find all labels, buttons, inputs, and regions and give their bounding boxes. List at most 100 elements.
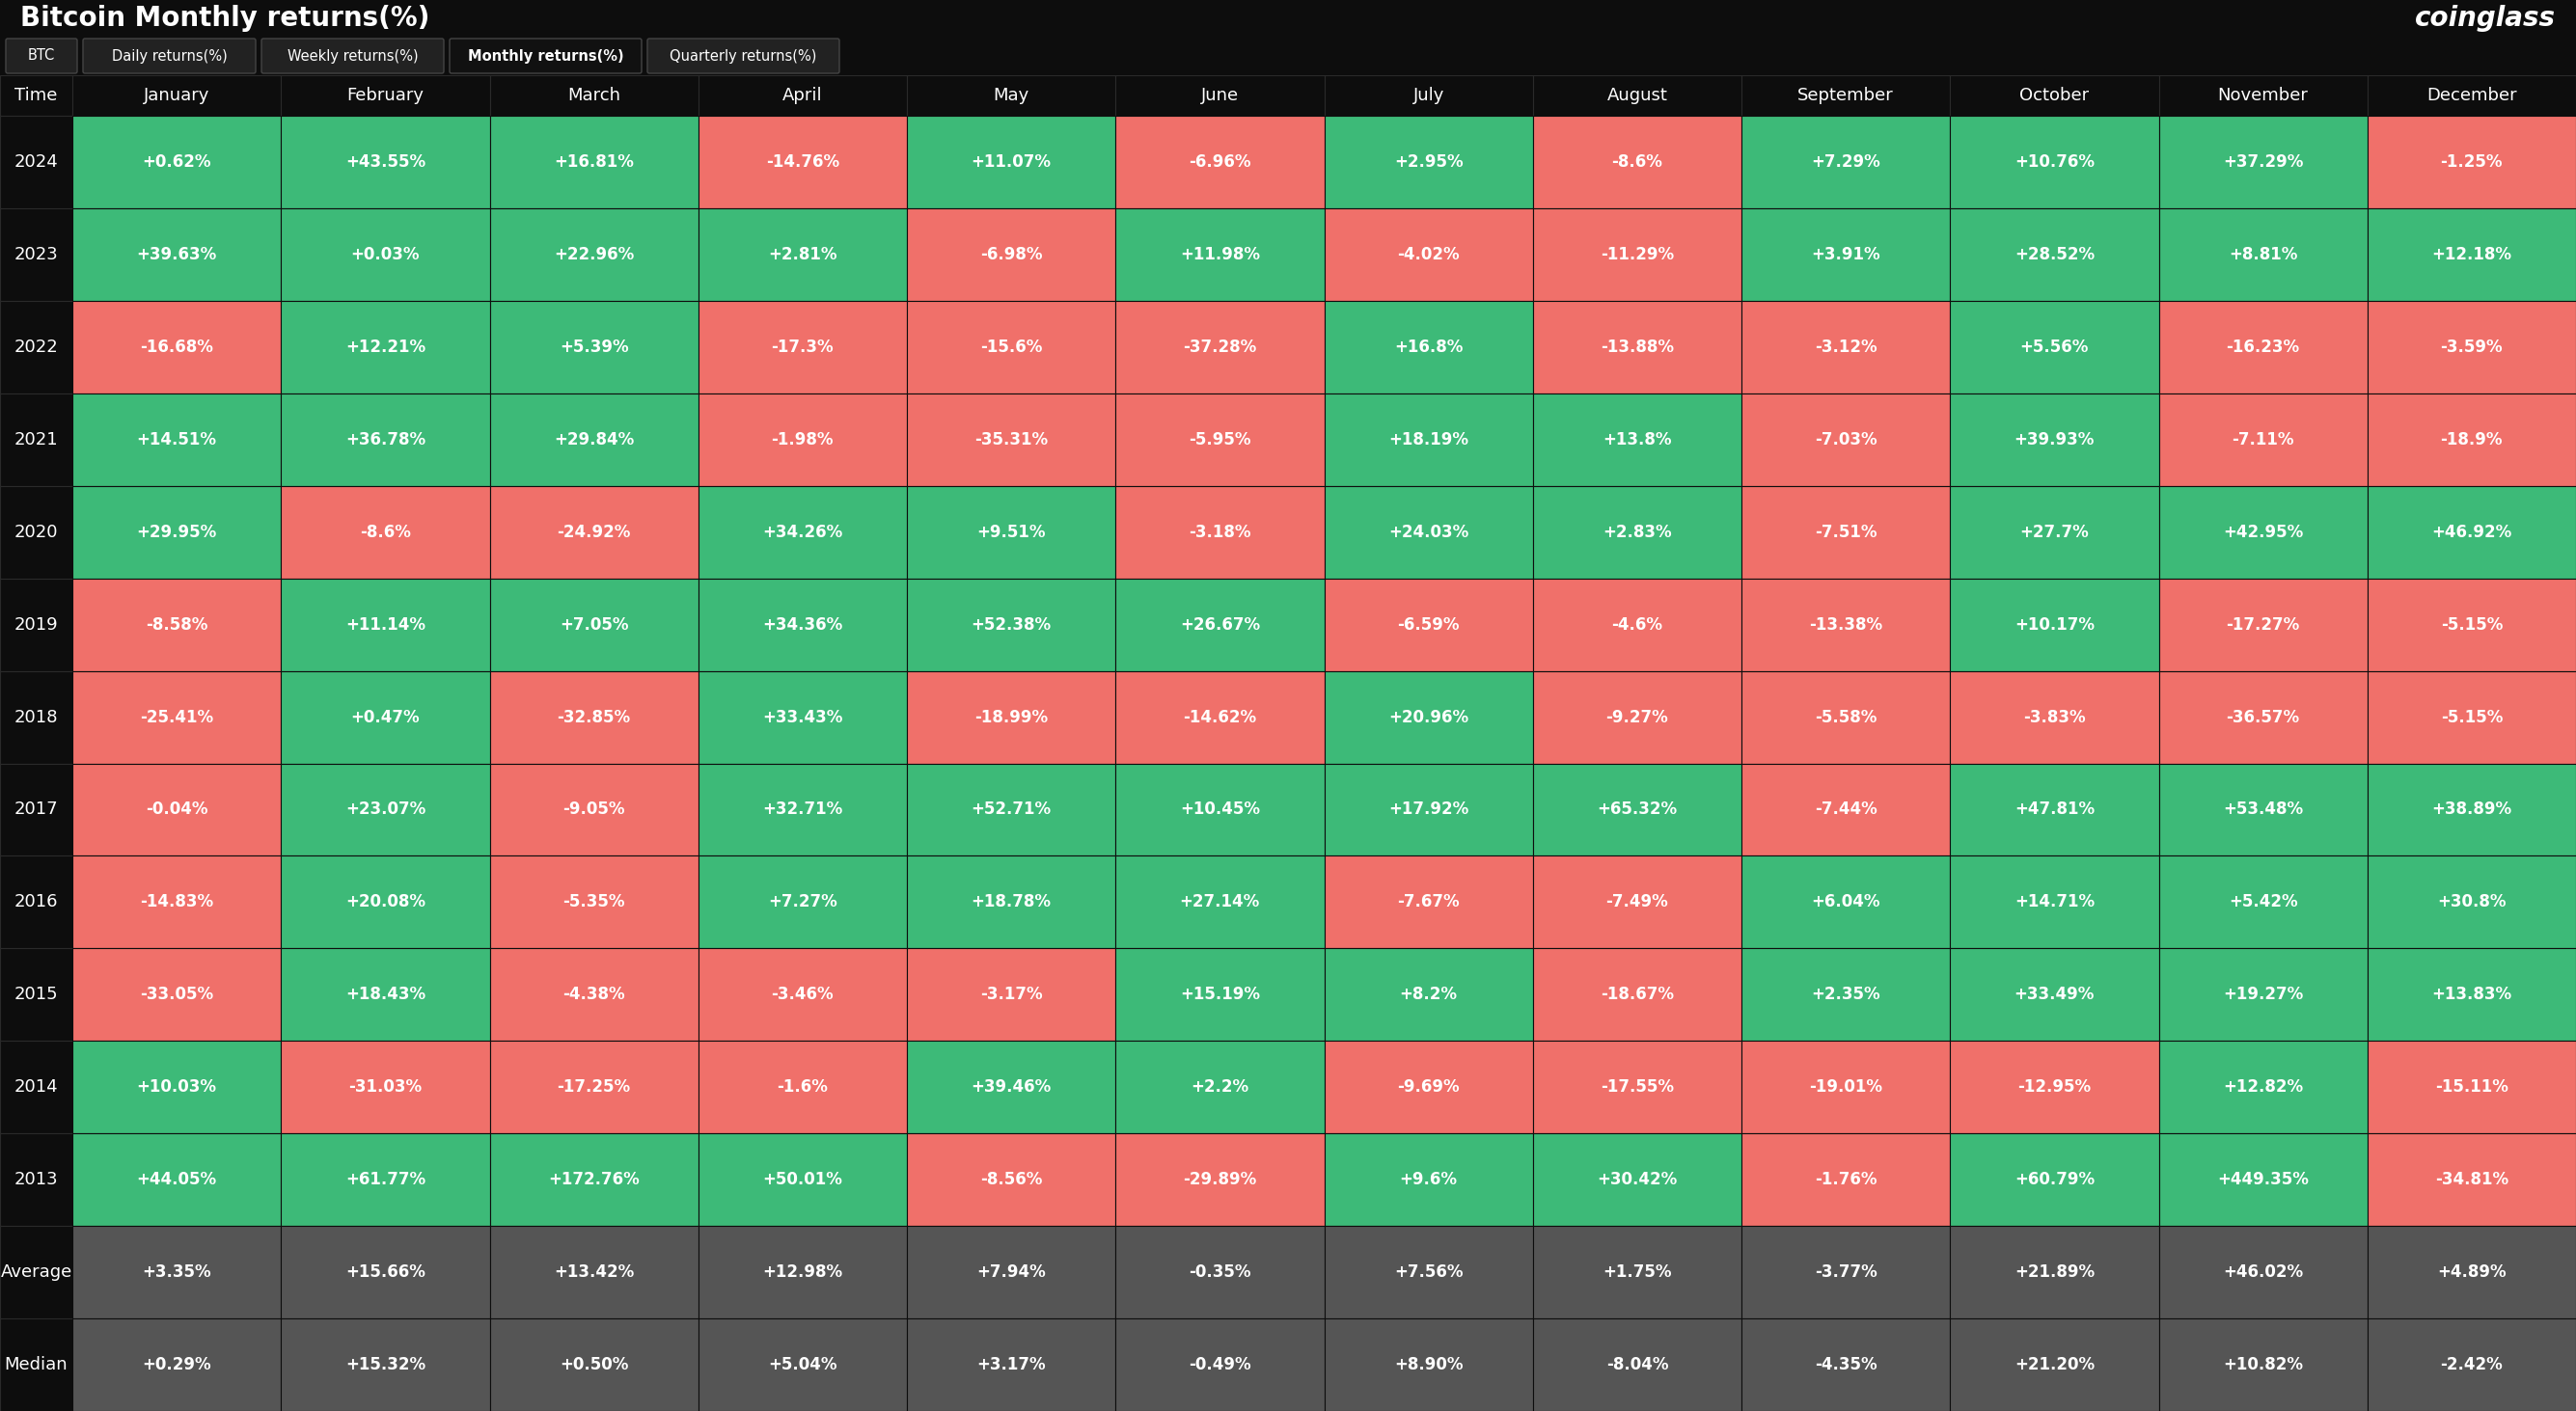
Bar [1533,763,1741,856]
Bar [0,209,72,301]
Text: -7.03%: -7.03% [1814,430,1878,449]
Text: 2016: 2016 [15,893,59,912]
Text: 2021: 2021 [15,430,59,449]
Text: -3.59%: -3.59% [2439,339,2504,356]
Bar [907,763,1115,856]
Bar [0,1318,72,1411]
Text: +5.04%: +5.04% [768,1356,837,1373]
Bar [72,1041,281,1133]
Text: 2013: 2013 [15,1171,59,1188]
Text: 2024: 2024 [13,154,59,171]
Text: -5.35%: -5.35% [562,893,626,912]
Bar [2159,75,2367,116]
Text: +15.32%: +15.32% [345,1356,425,1373]
Bar [907,1318,1115,1411]
Text: +6.04%: +6.04% [1811,893,1880,912]
Text: +39.46%: +39.46% [971,1078,1051,1096]
FancyBboxPatch shape [82,38,255,73]
Bar [698,763,907,856]
Text: +46.02%: +46.02% [2223,1263,2303,1281]
Bar [2159,856,2367,948]
Text: +16.81%: +16.81% [554,154,634,171]
Bar [1741,856,1950,948]
Text: -4.6%: -4.6% [1613,617,1662,634]
Bar [2367,1318,2576,1411]
Text: -19.01%: -19.01% [1808,1078,1883,1096]
Bar [1741,1318,1950,1411]
Bar [1533,579,1741,670]
Text: Daily returns(%): Daily returns(%) [111,49,227,63]
Text: +32.71%: +32.71% [762,801,842,818]
Text: -29.89%: -29.89% [1182,1171,1257,1188]
Bar [1950,116,2159,209]
Text: +34.36%: +34.36% [762,617,842,634]
Bar [907,579,1115,670]
Bar [489,1041,698,1133]
Text: -33.05%: -33.05% [139,986,214,1003]
Text: +7.05%: +7.05% [559,617,629,634]
Text: -17.27%: -17.27% [2226,617,2300,634]
Text: -12.95%: -12.95% [2017,1078,2092,1096]
Bar [281,75,489,116]
Bar [1741,209,1950,301]
Text: +27.14%: +27.14% [1180,893,1260,912]
FancyBboxPatch shape [647,38,840,73]
Bar [698,301,907,394]
Text: +13.42%: +13.42% [554,1263,634,1281]
Text: -9.69%: -9.69% [1396,1078,1461,1096]
Bar [1533,948,1741,1041]
Bar [1950,948,2159,1041]
Bar [1741,763,1950,856]
Text: coinglass: coinglass [2414,4,2555,32]
Text: -6.59%: -6.59% [1396,617,1461,634]
Bar [1950,394,2159,485]
Text: -1.25%: -1.25% [2439,154,2504,171]
Text: +36.78%: +36.78% [345,430,425,449]
Bar [1741,948,1950,1041]
Bar [1115,1318,1324,1411]
Text: +7.94%: +7.94% [976,1263,1046,1281]
Bar [2159,763,2367,856]
Text: +12.21%: +12.21% [345,339,425,356]
Bar [489,1318,698,1411]
Text: -18.9%: -18.9% [2439,430,2504,449]
Bar [907,301,1115,394]
Text: January: January [144,87,209,104]
Text: +29.84%: +29.84% [554,430,634,449]
Bar [2159,301,2367,394]
Bar [907,948,1115,1041]
Bar [1533,394,1741,485]
Bar [907,670,1115,763]
Text: -3.18%: -3.18% [1188,523,1252,540]
Bar [489,75,698,116]
Bar [1950,670,2159,763]
Text: -1.76%: -1.76% [1814,1171,1878,1188]
Bar [1115,1133,1324,1226]
Bar [1741,485,1950,579]
Text: -18.99%: -18.99% [974,708,1048,725]
Text: -3.17%: -3.17% [979,986,1043,1003]
Bar [1324,670,1533,763]
Text: Bitcoin Monthly returns(%): Bitcoin Monthly returns(%) [21,4,430,32]
Text: -7.51%: -7.51% [1814,523,1878,540]
Text: 2018: 2018 [15,708,59,725]
Bar [72,209,281,301]
Text: +3.17%: +3.17% [976,1356,1046,1373]
Bar [1324,948,1533,1041]
Bar [907,856,1115,948]
Bar [1533,1133,1741,1226]
Text: +21.20%: +21.20% [2014,1356,2094,1373]
Bar [698,948,907,1041]
Text: -25.41%: -25.41% [139,708,214,725]
Bar [698,116,907,209]
Bar [281,209,489,301]
Text: +10.17%: +10.17% [2014,617,2094,634]
Text: -3.83%: -3.83% [2022,708,2087,725]
Bar [1741,579,1950,670]
Text: +21.89%: +21.89% [2014,1263,2094,1281]
Bar [489,1133,698,1226]
Text: -16.23%: -16.23% [2226,339,2300,356]
Bar [2367,116,2576,209]
Bar [2367,485,2576,579]
Text: Time: Time [15,87,57,104]
